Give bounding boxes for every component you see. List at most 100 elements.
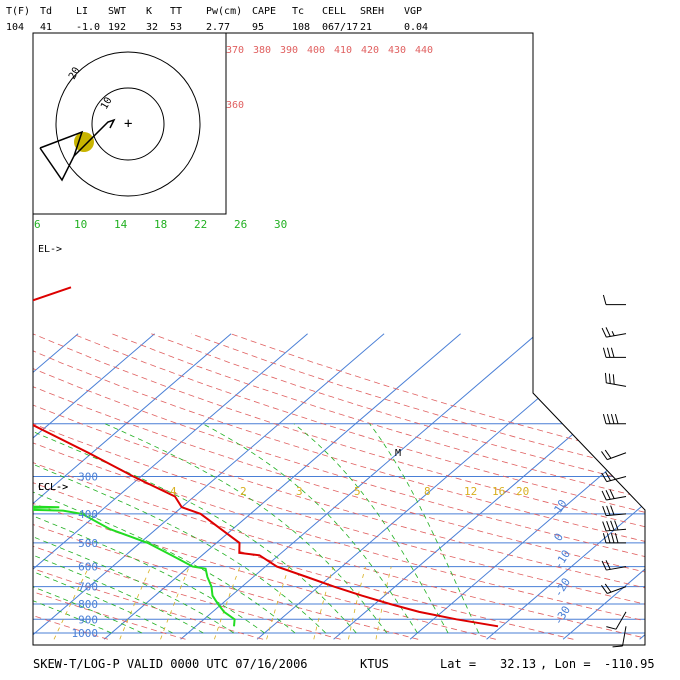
dry-adiabat-label: 390 [280,45,298,56]
footer-station: KTUS [360,657,389,671]
dry-adiabat-line [33,333,186,640]
wind-barb [601,471,627,483]
header-value: 108 [292,22,310,33]
dry-adiabat-line [111,333,645,640]
mixing-ratio-label: 16 [492,485,505,498]
header-label: Tc [292,6,304,17]
hodograph-inset: 20 10 + [32,32,227,215]
pressure-label: 500 [78,537,98,550]
wind-barb-staff [607,452,627,461]
dry-adiabat-label: 360 [226,100,244,111]
mixing-ratio-line [313,566,334,640]
isotherm-line [33,333,308,640]
mixing-ratio-line [266,566,290,640]
wind-barb-staff [606,528,627,532]
wind-barb-staff [606,496,627,501]
header-value: -1.0 [76,22,100,33]
wind-barb [602,533,626,544]
wind-barb [602,413,626,425]
moist-adiabat-label: 22 [194,218,207,231]
moist-adiabat-label: 30 [274,218,287,231]
wind-barb-staff [606,476,627,483]
dry-adiabat-line [33,333,419,640]
dry-adiabat-line [33,333,645,640]
dry-adiabat-line [33,333,645,640]
footer-lat-value: 32.13 [500,657,536,671]
wind-barb-flag [602,413,607,424]
wind-barb-flag [601,490,607,501]
moist-adiabat-line [33,423,235,634]
mixing-ratio-line [160,566,190,640]
isotherm-label: -20 [552,576,574,600]
isotherm-line [0,334,2,640]
isotherm-line [409,333,645,640]
wind-barb-flag [605,471,611,481]
wind-barb-flag [610,413,615,424]
wind-barb-flag [606,626,617,630]
dry-adiabat-line [33,333,496,640]
wind-barb-flag [602,506,607,516]
dry-adiabat-line [33,333,645,640]
wind-barb-flag [610,347,615,358]
isotherm-line [486,333,645,640]
wind-barb [601,327,627,338]
wind-barb-flag [606,347,611,358]
background-grid [0,333,645,640]
wind-barb-flag [614,413,619,424]
dry-adiabat-line [190,333,645,640]
header-label: VGP [404,6,422,17]
mixing-ratio-label: 2 [240,485,247,498]
header-label: SWT [108,6,126,17]
isotherm-line [33,333,385,640]
moist-adiabat-line [104,423,388,634]
dry-adiabat-label: 430 [388,45,406,56]
header-label: CELL [322,6,346,17]
sounding-profiles: M [33,286,499,628]
wind-barb [602,294,626,306]
wind-barb [604,372,627,387]
wind-barb-staff [606,566,627,571]
wind-barb [602,520,627,532]
wind-barb-flag [602,347,607,358]
wind-barb-flag [606,505,611,516]
lcl-label: LCL-> [38,482,68,493]
mixing-ratio-label: 4 [170,485,177,498]
moist-adiabat-line [33,423,326,634]
ccl-label: CCL-> [38,482,68,493]
dry-adiabat-line [33,333,341,640]
max-wind-marker: M [395,448,401,459]
dry-adiabat-label: 370 [226,45,244,56]
header-label: K [146,6,152,17]
wind-barb-flag [606,533,611,544]
hodograph-ring-label: 10 [99,96,115,112]
wind-barb-flag [606,521,611,531]
mixing-ratio-line [375,566,392,640]
dry-adiabat-line [33,333,109,640]
header-label: TT [170,6,182,17]
wind-barb-flag [604,449,612,459]
wind-barb-flag [602,521,607,532]
wind-barb-flag [605,560,611,570]
pressure-label: 300 [78,470,98,483]
wind-barb-flag [605,490,611,500]
wind-barb-flag [601,472,608,482]
wind-barb-flag [610,505,615,516]
header-value: 0.04 [404,22,428,33]
moist-adiabat-line [293,423,449,634]
mixing-ratio-line [214,566,241,640]
dry-adiabat-label: 380 [253,45,271,56]
wind-barb-flag [604,583,612,593]
temperature-profile [33,286,499,628]
moist-adiabat-line [33,423,357,634]
mixing-ratio-label: 12 [464,485,477,498]
plot-border [32,32,646,646]
pressure-label: 900 [78,613,98,626]
isotherm-line [639,333,645,640]
mixing-ratio-line [53,566,90,640]
footer-title: SKEW-T/LOG-P VALID 0000 UTC 07/16/2006 [33,657,308,671]
footer: SKEW-T/LOG-P VALID 0000 UTC 07/16/2006 K… [33,657,655,671]
mixing-ratio-line [348,566,366,640]
wind-barb-staff [606,333,627,338]
wind-barb-staff [607,586,627,594]
